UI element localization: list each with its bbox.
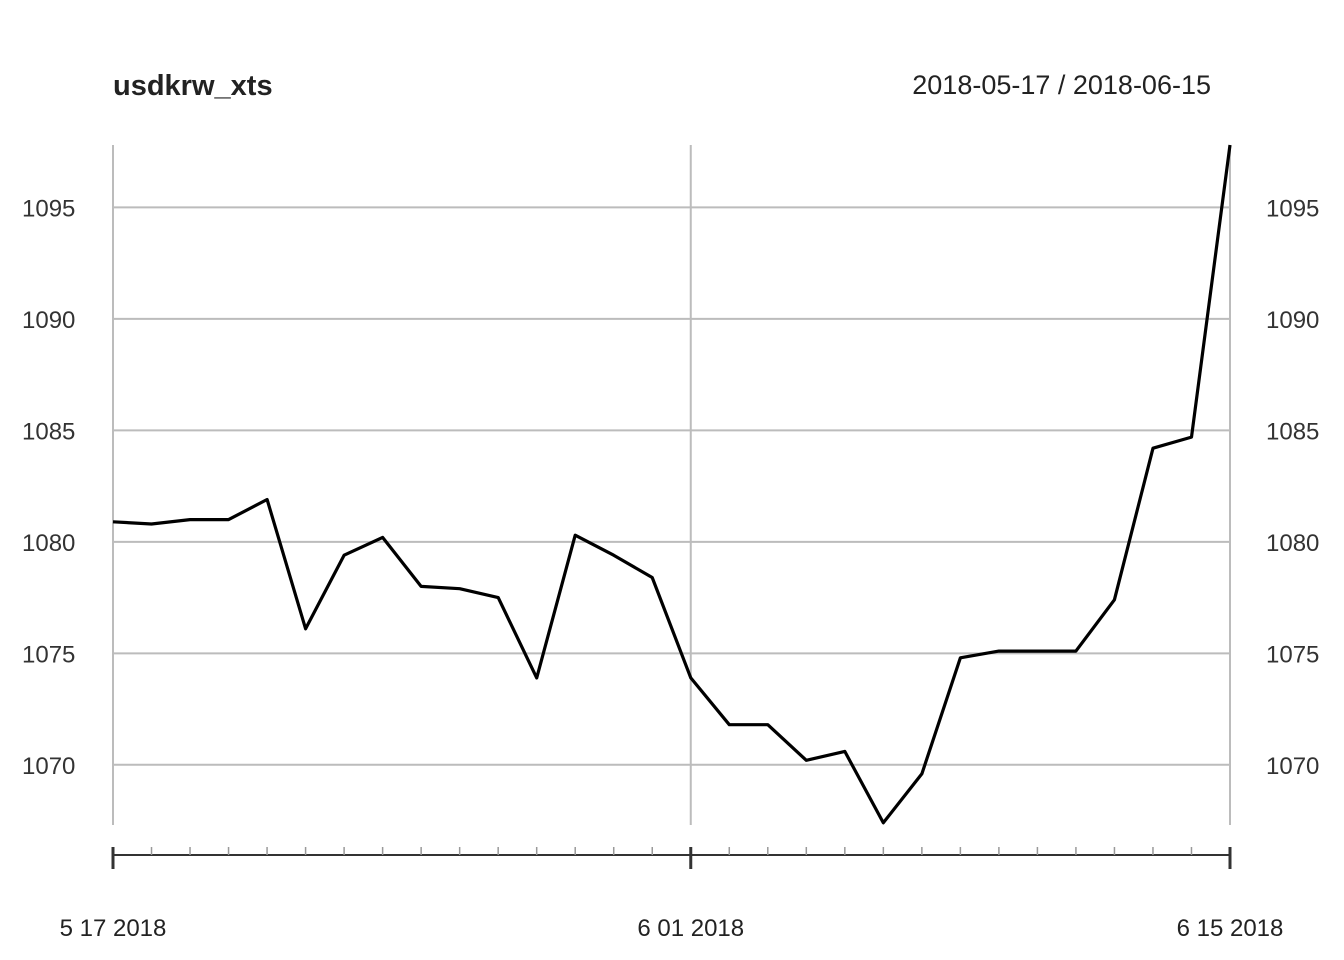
grid-lines — [112, 145, 1231, 825]
y-tick-label-right: 1080 — [1266, 530, 1319, 557]
x-tick-label: 6 01 2018 — [637, 915, 744, 942]
series-line — [112, 144, 1232, 825]
y-tick-label-right: 1085 — [1266, 418, 1319, 445]
x-tick-label: 6 15 2018 — [1177, 915, 1284, 942]
y-tick-label-right: 1070 — [1266, 753, 1319, 780]
x-tick-label: 5 17 2018 — [60, 915, 167, 942]
y-tick-label-left: 1085 — [22, 418, 75, 445]
y-tick-label-left: 1095 — [22, 195, 75, 222]
chart-title: usdkrw_xts — [113, 70, 273, 102]
y-axis-left-labels: 1070 1075 1080 1085 1090 1095 — [22, 195, 75, 779]
x-axis: 5 17 2018 6 01 2018 6 15 2018 — [60, 847, 1284, 942]
y-tick-label-left: 1090 — [22, 307, 75, 334]
y-tick-label-left: 1075 — [22, 641, 75, 668]
y-tick-label-left: 1080 — [22, 530, 75, 557]
date-range-label: 2018-05-17 / 2018-06-15 — [912, 70, 1211, 100]
y-axis-right-labels: 1070 1075 1080 1085 1090 1095 — [1266, 195, 1319, 779]
y-tick-label-right: 1095 — [1266, 195, 1319, 222]
y-tick-label-left: 1070 — [22, 753, 75, 780]
series-group — [112, 144, 1232, 825]
y-tick-label-right: 1090 — [1266, 307, 1319, 334]
y-tick-label-right: 1075 — [1266, 641, 1319, 668]
